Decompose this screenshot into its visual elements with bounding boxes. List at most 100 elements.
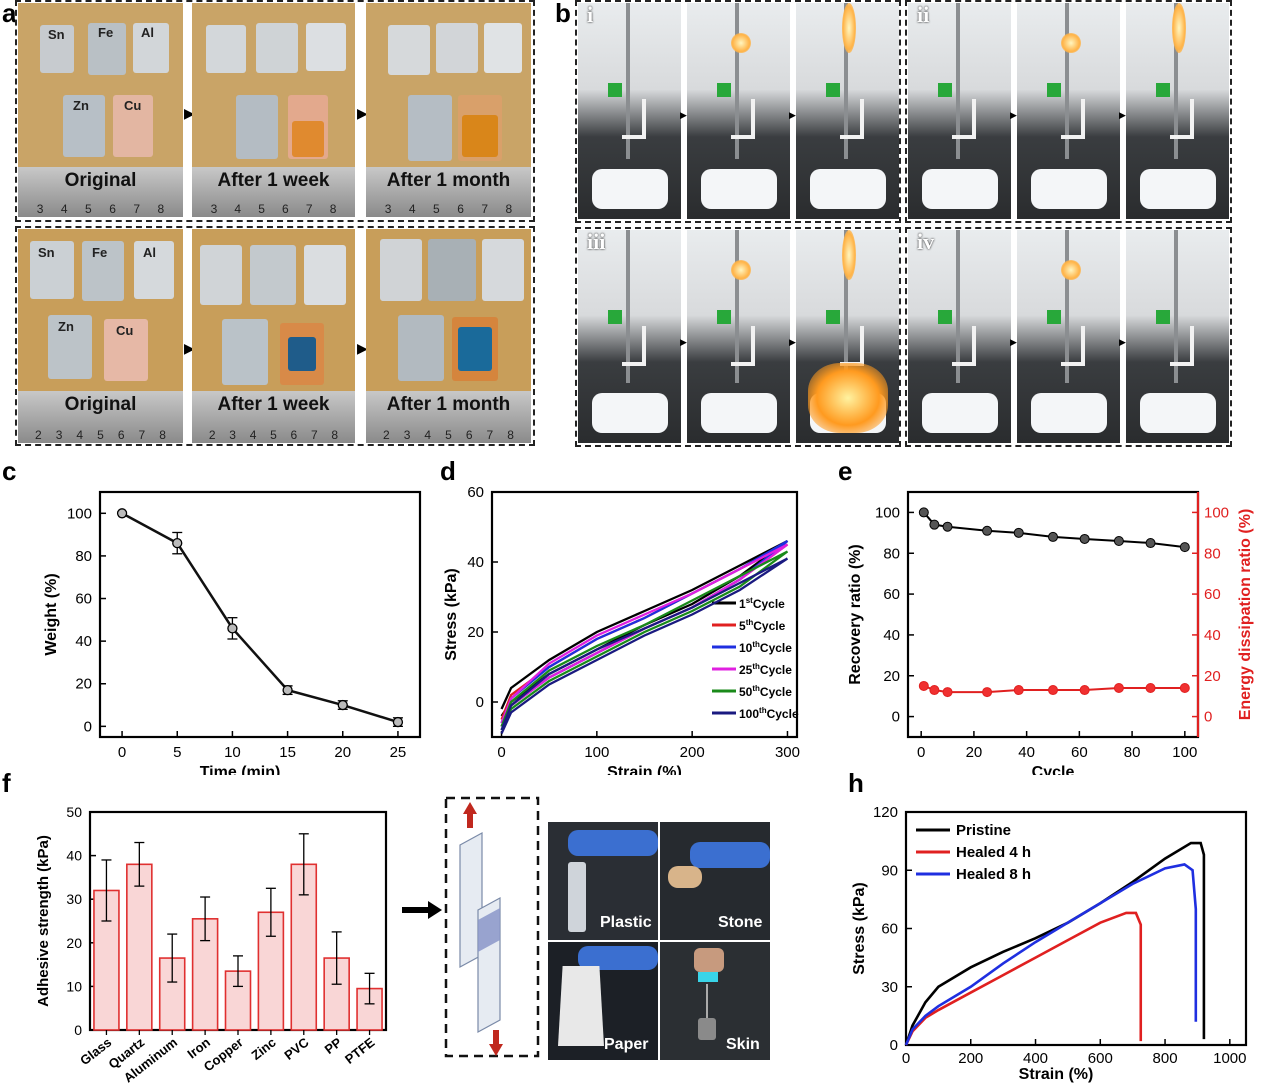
ruler-num: 4: [408, 202, 416, 216]
data-point: [918, 507, 929, 518]
x-tick-label: 60: [1071, 744, 1088, 761]
chart-e: 0 20 40 60 80 100 0 20 40 60 80 100 0 20 40 60 80 100 Cycl…: [847, 490, 1254, 775]
hydrogel-layer: [478, 908, 500, 952]
x-tick-label: 200: [680, 744, 705, 761]
flame-test-photo: [1126, 3, 1229, 219]
flame-test-photo: [687, 230, 790, 443]
y-tick-label: 20: [66, 935, 82, 951]
y-tick-label: 0: [890, 1037, 898, 1054]
panel-b-sublabel: ii: [917, 2, 930, 27]
ruler-num: 2: [383, 428, 390, 442]
flame-test-photo: [908, 230, 1011, 443]
ruler-num: 3: [384, 202, 392, 216]
photo-stone: Stone: [660, 822, 770, 940]
photo-paper: Paper: [548, 942, 658, 1060]
y-tick-label: 40: [66, 848, 82, 864]
flame-test-photo: [908, 3, 1011, 219]
ruler-num: 7: [305, 202, 313, 216]
label-zn: Zn: [73, 98, 89, 113]
ruler-num: 7: [138, 428, 146, 442]
panel-b-frame: [905, 0, 1232, 223]
ruler-title: Original: [64, 394, 137, 415]
legend-entry: Pristine: [956, 822, 1011, 839]
arrow-right-icon: ▶: [680, 110, 687, 120]
panel-letter-a: a: [2, 0, 17, 28]
panel-b-sublabel: iv: [917, 229, 935, 254]
caption-paper: Paper: [604, 1036, 649, 1053]
data-point: [172, 537, 183, 549]
x-tick-label: 0: [497, 744, 505, 761]
x-tick-label: 0: [917, 744, 925, 761]
panel-letter-d: d: [440, 456, 456, 486]
x-axis-label: Cycle: [1032, 764, 1075, 775]
y-tick-label: 90: [881, 862, 898, 879]
data-point: [942, 687, 953, 698]
cycle-loop-25: [500, 543, 789, 727]
label-al: Al: [141, 25, 154, 40]
x-axis-label: Time (min): [200, 764, 281, 775]
ruler-num: 6: [457, 202, 464, 216]
y-tick-label: 0: [476, 694, 484, 711]
data-point: [1179, 683, 1190, 693]
x-tick-label: 80: [1124, 744, 1141, 761]
data-point: [1179, 542, 1190, 553]
ruler-num: 5: [433, 202, 440, 216]
legend-entry: 1stCycle: [739, 596, 785, 611]
arrow-right-icon: ▶: [1010, 110, 1017, 120]
flame-test-photo: [796, 3, 899, 219]
label-sn: Sn: [38, 245, 55, 260]
arrow-right-icon: ▶: [1119, 337, 1126, 347]
x-tick-label: 800: [1153, 1050, 1178, 1067]
data-point: [337, 699, 348, 711]
y-tick-label: 30: [881, 979, 898, 996]
ruler-num: 6: [290, 428, 298, 442]
y-tick-label: 40: [883, 627, 900, 644]
photo-a-top-week: After 1 week 3 4 5 6 7 8: [192, 3, 355, 217]
data-point: [982, 687, 993, 698]
ruler-num: 6: [282, 202, 289, 216]
data-point: [1079, 533, 1090, 544]
cycle-loop-50: [500, 550, 789, 731]
y-right-tick-label: 0: [1204, 709, 1212, 726]
y-tick-label: 50: [66, 804, 82, 820]
y-axis-label: Stress (kPa): [851, 882, 868, 975]
plot-frame: [98, 490, 422, 739]
ruler-title: After 1 month: [386, 394, 511, 415]
data-point: [942, 521, 953, 532]
panel-letter-c: c: [2, 456, 17, 486]
chart-c: 0 5 10 15 20 25 0 20 40 60 80 100 Time (min) Weight (…: [43, 490, 422, 775]
x-tick-label: 20: [966, 744, 983, 761]
arrow-right-icon: ▶: [789, 110, 796, 120]
ruler-num: 4: [249, 428, 257, 442]
label-zn: Zn: [58, 319, 74, 334]
ruler-num: 8: [157, 202, 165, 216]
ruler-num: 4: [234, 202, 242, 216]
stress-strain-pristine: [904, 841, 1206, 1046]
arrow-right-icon: ▶: [1010, 337, 1017, 347]
data-point: [929, 519, 940, 530]
ruler-num: 7: [486, 428, 494, 442]
data-point: [982, 525, 993, 536]
y-right-tick-label: 20: [1204, 668, 1221, 685]
arrow-right-icon: ▶: [680, 337, 687, 347]
plot-frame: [490, 490, 799, 739]
arrow-right-icon: ▶: [1119, 110, 1126, 120]
flame-test-photo: [1017, 3, 1120, 219]
label-fe: Fe: [92, 245, 108, 260]
ruler-num: 2: [208, 428, 216, 442]
cycle-loop-100: [500, 557, 789, 734]
arrow-right-icon: ▶: [184, 105, 195, 121]
ruler-num: 7: [310, 428, 318, 442]
arrow-right-icon: ▶: [357, 340, 368, 356]
photo-a-top-original: Sn Fe Al Zn Cu Original 3 4 5 6 7 8: [18, 3, 183, 217]
ruler-num: 5: [270, 428, 277, 442]
y-right-tick-label: 100: [1204, 504, 1229, 521]
chart-d: 0 100 200 300 0 20 40 60 1stCycle 5thCycle 10thCyc…: [443, 484, 800, 775]
photo-plastic: Plastic: [548, 822, 658, 940]
ruler-num: 4: [76, 428, 84, 442]
bar-quartz: [126, 863, 153, 1031]
data-point: [392, 716, 404, 728]
ruler-title: After 1 week: [217, 394, 330, 415]
